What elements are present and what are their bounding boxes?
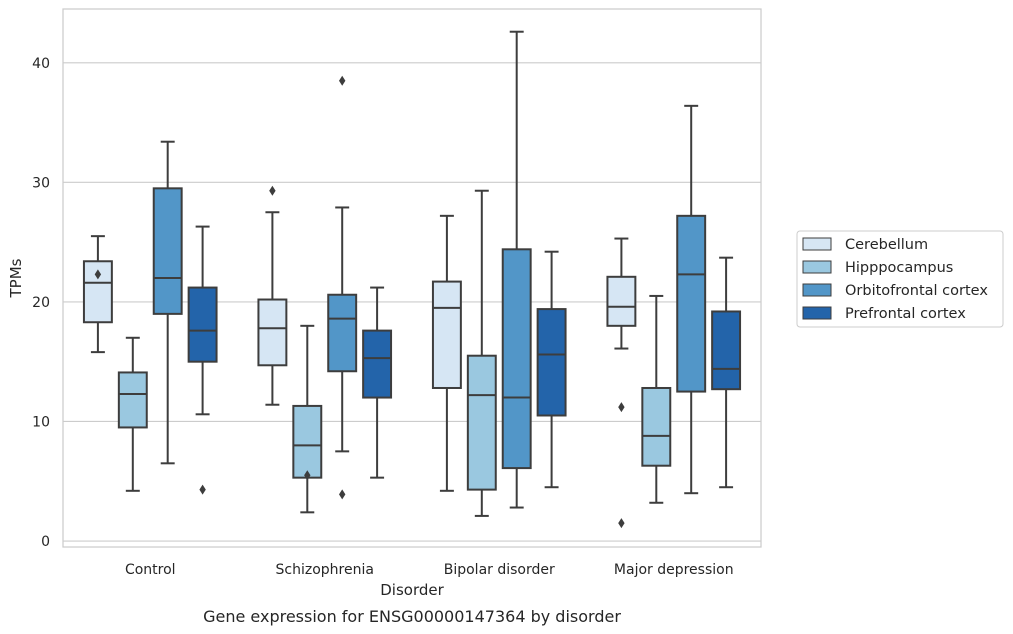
- legend-item: Cerebellum: [802, 237, 928, 253]
- x-tick-label: Bipolar disorder: [444, 562, 555, 578]
- outlier-marker: [618, 402, 625, 413]
- y-tick-label: 40: [32, 56, 50, 72]
- box-control: [82, 235, 113, 354]
- legend-swatch: [802, 283, 832, 297]
- legend: Cerebellum Hipppocampus Orbitofrontal cort…: [796, 230, 1004, 328]
- box-bipolar-disorder: [501, 30, 532, 509]
- outlier-marker: [269, 185, 276, 196]
- series-hipppocampus: [117, 189, 672, 517]
- series-prefrontal-cortex: [187, 225, 742, 495]
- plot-area-frame: [62, 8, 762, 548]
- y-tick-label: 30: [32, 175, 50, 191]
- outlier-marker: [304, 470, 311, 481]
- box-schizophrenia: [362, 286, 393, 479]
- y-tick-label: 20: [32, 295, 50, 311]
- legend-swatch: [802, 306, 832, 320]
- legend-label: Cerebellum: [845, 237, 928, 253]
- series-cerebellum: [82, 185, 637, 529]
- x-axis-label: Disorder: [380, 581, 444, 599]
- iqr-box: [152, 187, 183, 315]
- legend-item: Orbitofrontal cortex: [802, 283, 988, 299]
- iqr-box: [536, 308, 567, 417]
- box-schizophrenia: [292, 324, 323, 514]
- outlier-marker: [339, 489, 346, 500]
- iqr-box: [606, 275, 637, 327]
- iqr-box: [501, 248, 532, 470]
- iqr-box: [257, 298, 288, 367]
- x-tick-label: Major depression: [614, 562, 734, 578]
- y-axis-ticks: 0 10 20 30 40: [32, 56, 50, 550]
- y-axis-label: TPMs: [7, 258, 25, 298]
- iqr-box: [431, 280, 462, 389]
- box-control: [152, 140, 183, 465]
- iqr-box: [327, 293, 358, 373]
- outlier-marker: [618, 518, 625, 529]
- iqr-box: [187, 286, 218, 363]
- y-tick-label: 0: [41, 534, 50, 550]
- iqr-box: [676, 214, 707, 393]
- outlier-marker: [94, 269, 102, 280]
- legend-frame: [796, 230, 1004, 328]
- outlier-marker: [339, 75, 346, 86]
- box-schizophrenia: [257, 185, 288, 406]
- chart-caption: Gene expression for ENSG00000147364 by d…: [203, 607, 621, 626]
- box-bipolar-disorder: [466, 189, 497, 517]
- legend-swatch: [802, 237, 832, 251]
- box-series-group: [82, 30, 742, 529]
- legend-label: Orbitofrontal cortex: [845, 283, 988, 299]
- iqr-box: [466, 354, 497, 491]
- x-tick-label: Schizophrenia: [276, 562, 374, 578]
- x-tick-label: Control: [125, 562, 176, 578]
- series-orbitofrontal-cortex: [152, 30, 707, 509]
- y-tick-label: 10: [32, 414, 50, 430]
- box-schizophrenia: [327, 75, 358, 500]
- iqr-box: [362, 329, 393, 399]
- legend-label: Prefrontal cortex: [845, 306, 966, 322]
- box-control: [117, 336, 148, 492]
- legend-item: Hipppocampus: [802, 260, 953, 276]
- legend-swatch: [802, 260, 832, 274]
- box-control: [187, 225, 218, 495]
- box-bipolar-disorder: [536, 250, 567, 489]
- box-major-depression: [711, 256, 742, 489]
- iqr-box: [117, 371, 148, 429]
- legend-item: Prefrontal cortex: [802, 306, 966, 322]
- iqr-box: [292, 404, 323, 479]
- outlier-marker: [199, 484, 206, 495]
- box-major-depression: [606, 237, 637, 529]
- box-bipolar-disorder: [431, 214, 462, 492]
- iqr-box: [711, 310, 742, 391]
- legend-label: Hipppocampus: [845, 260, 953, 276]
- box-major-depression: [641, 294, 672, 504]
- x-axis-ticks: Control Schizophrenia Bipolar disorder Majo…: [125, 562, 734, 578]
- iqr-box: [641, 386, 672, 467]
- box-major-depression: [676, 104, 707, 495]
